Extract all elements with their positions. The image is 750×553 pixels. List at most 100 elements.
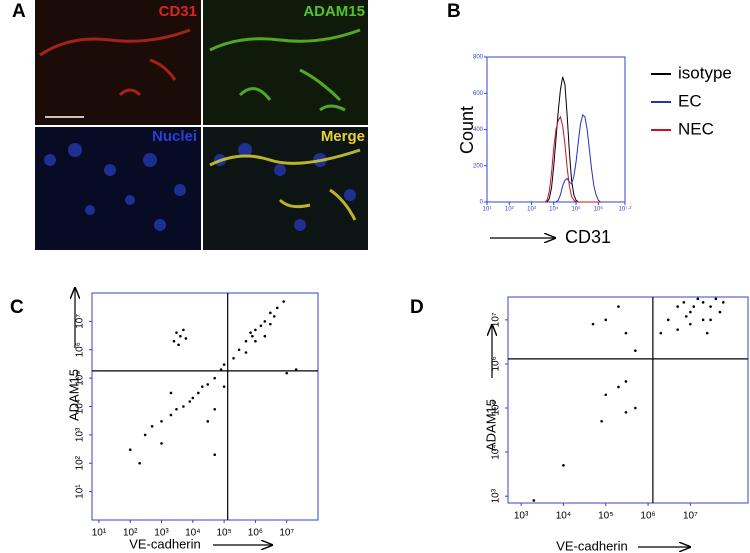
- x-tick-label: 10³: [154, 528, 169, 539]
- y-tick-label: 10⁴: [491, 444, 502, 459]
- point: [684, 315, 688, 318]
- point: [237, 348, 241, 352]
- panel-labels: A B C D: [10, 1, 461, 318]
- point: [213, 376, 216, 380]
- point: [617, 385, 620, 389]
- series-line: [544, 115, 603, 203]
- point: [254, 339, 257, 343]
- nuclei: [214, 143, 356, 231]
- point: [591, 322, 595, 326]
- point: [182, 405, 185, 408]
- x-tick-label: 10²: [123, 528, 138, 539]
- y-tick-label: 10²: [75, 455, 86, 470]
- y-tick-label: 10⁷: [75, 314, 86, 329]
- y-tick-label: 10¹: [75, 484, 86, 499]
- point: [222, 385, 226, 388]
- image-tile: [35, 0, 201, 125]
- point: [191, 396, 195, 400]
- y-tick-label: 10³: [491, 488, 502, 503]
- y-tick-label: 800: [473, 55, 484, 61]
- image-labels: CD31 ADAM15 Nuclei Merge: [152, 3, 365, 145]
- point: [232, 356, 235, 360]
- point: [624, 331, 628, 335]
- point: [634, 406, 637, 410]
- point: [128, 448, 132, 452]
- point: [701, 318, 705, 322]
- x-tick-label: 10⁵: [216, 528, 231, 539]
- x-tick-label: 10⁴: [556, 511, 571, 522]
- x-tick-label: 10⁵: [598, 511, 613, 522]
- series-line: [544, 114, 603, 203]
- point: [206, 383, 210, 386]
- point: [219, 368, 223, 371]
- point: [254, 328, 257, 332]
- panel-label: D: [410, 297, 424, 318]
- x-tick-label: 10⁴: [549, 206, 559, 213]
- x-axis-title: CD31: [565, 227, 611, 247]
- panel-label: C: [10, 297, 24, 318]
- point: [249, 331, 252, 334]
- point: [682, 301, 686, 304]
- point: [213, 407, 216, 411]
- x-tick-label: 10⁷·²: [619, 206, 632, 213]
- legend-label: EC: [678, 91, 702, 110]
- point: [604, 393, 608, 397]
- point: [617, 305, 620, 308]
- y-tick-label: 600: [473, 91, 484, 97]
- point: [175, 331, 178, 334]
- point: [251, 334, 254, 338]
- point: [197, 391, 200, 395]
- plot-frame: [507, 296, 749, 504]
- y-axis-title: ADAM15: [483, 399, 498, 451]
- panel-label: A: [12, 1, 26, 22]
- point: [184, 337, 188, 340]
- x-tick-label: 10⁶: [594, 206, 604, 213]
- point: [532, 499, 536, 502]
- image-tile: [203, 127, 368, 250]
- point: [676, 328, 679, 331]
- point: [275, 306, 279, 310]
- y-tick-label: 10⁵: [491, 400, 502, 415]
- point: [160, 420, 163, 423]
- y-tick-label: 10⁴: [75, 399, 86, 414]
- stain: [209, 148, 361, 221]
- y-tick-label: 10⁷: [491, 312, 502, 327]
- point: [143, 433, 147, 437]
- y-axis-title: ADAM15: [66, 369, 81, 421]
- point: [722, 301, 725, 304]
- point: [179, 334, 182, 338]
- point: [718, 310, 722, 314]
- point: [269, 322, 272, 326]
- point: [624, 410, 628, 414]
- x-tick-label: 10⁶: [640, 511, 655, 522]
- point: [206, 420, 210, 423]
- stain: [209, 28, 361, 112]
- x-tick-label: 10³: [514, 511, 529, 522]
- x-axis-title: VE-cadherin: [129, 536, 201, 551]
- point: [676, 305, 679, 308]
- legend-label: isotype: [678, 63, 732, 82]
- point: [624, 380, 628, 383]
- point: [689, 310, 692, 314]
- point: [175, 407, 178, 411]
- point: [150, 425, 154, 428]
- x-tick-label: 10⁴: [185, 528, 200, 539]
- point: [600, 419, 603, 423]
- image-label: ADAM15: [303, 3, 365, 20]
- point: [200, 385, 204, 388]
- point: [169, 413, 173, 417]
- point: [244, 339, 248, 343]
- point: [213, 453, 216, 457]
- point: [294, 368, 298, 371]
- point: [634, 349, 637, 352]
- point: [263, 320, 267, 323]
- point: [269, 311, 272, 315]
- x-tick-label: 10⁵: [571, 206, 581, 213]
- x-tick-label: 10⁷: [279, 528, 294, 539]
- point: [285, 371, 289, 375]
- stain: [39, 28, 191, 97]
- legend-label: NEC: [678, 119, 714, 138]
- point: [222, 363, 226, 366]
- image-label: Merge: [321, 128, 365, 145]
- point: [259, 324, 263, 328]
